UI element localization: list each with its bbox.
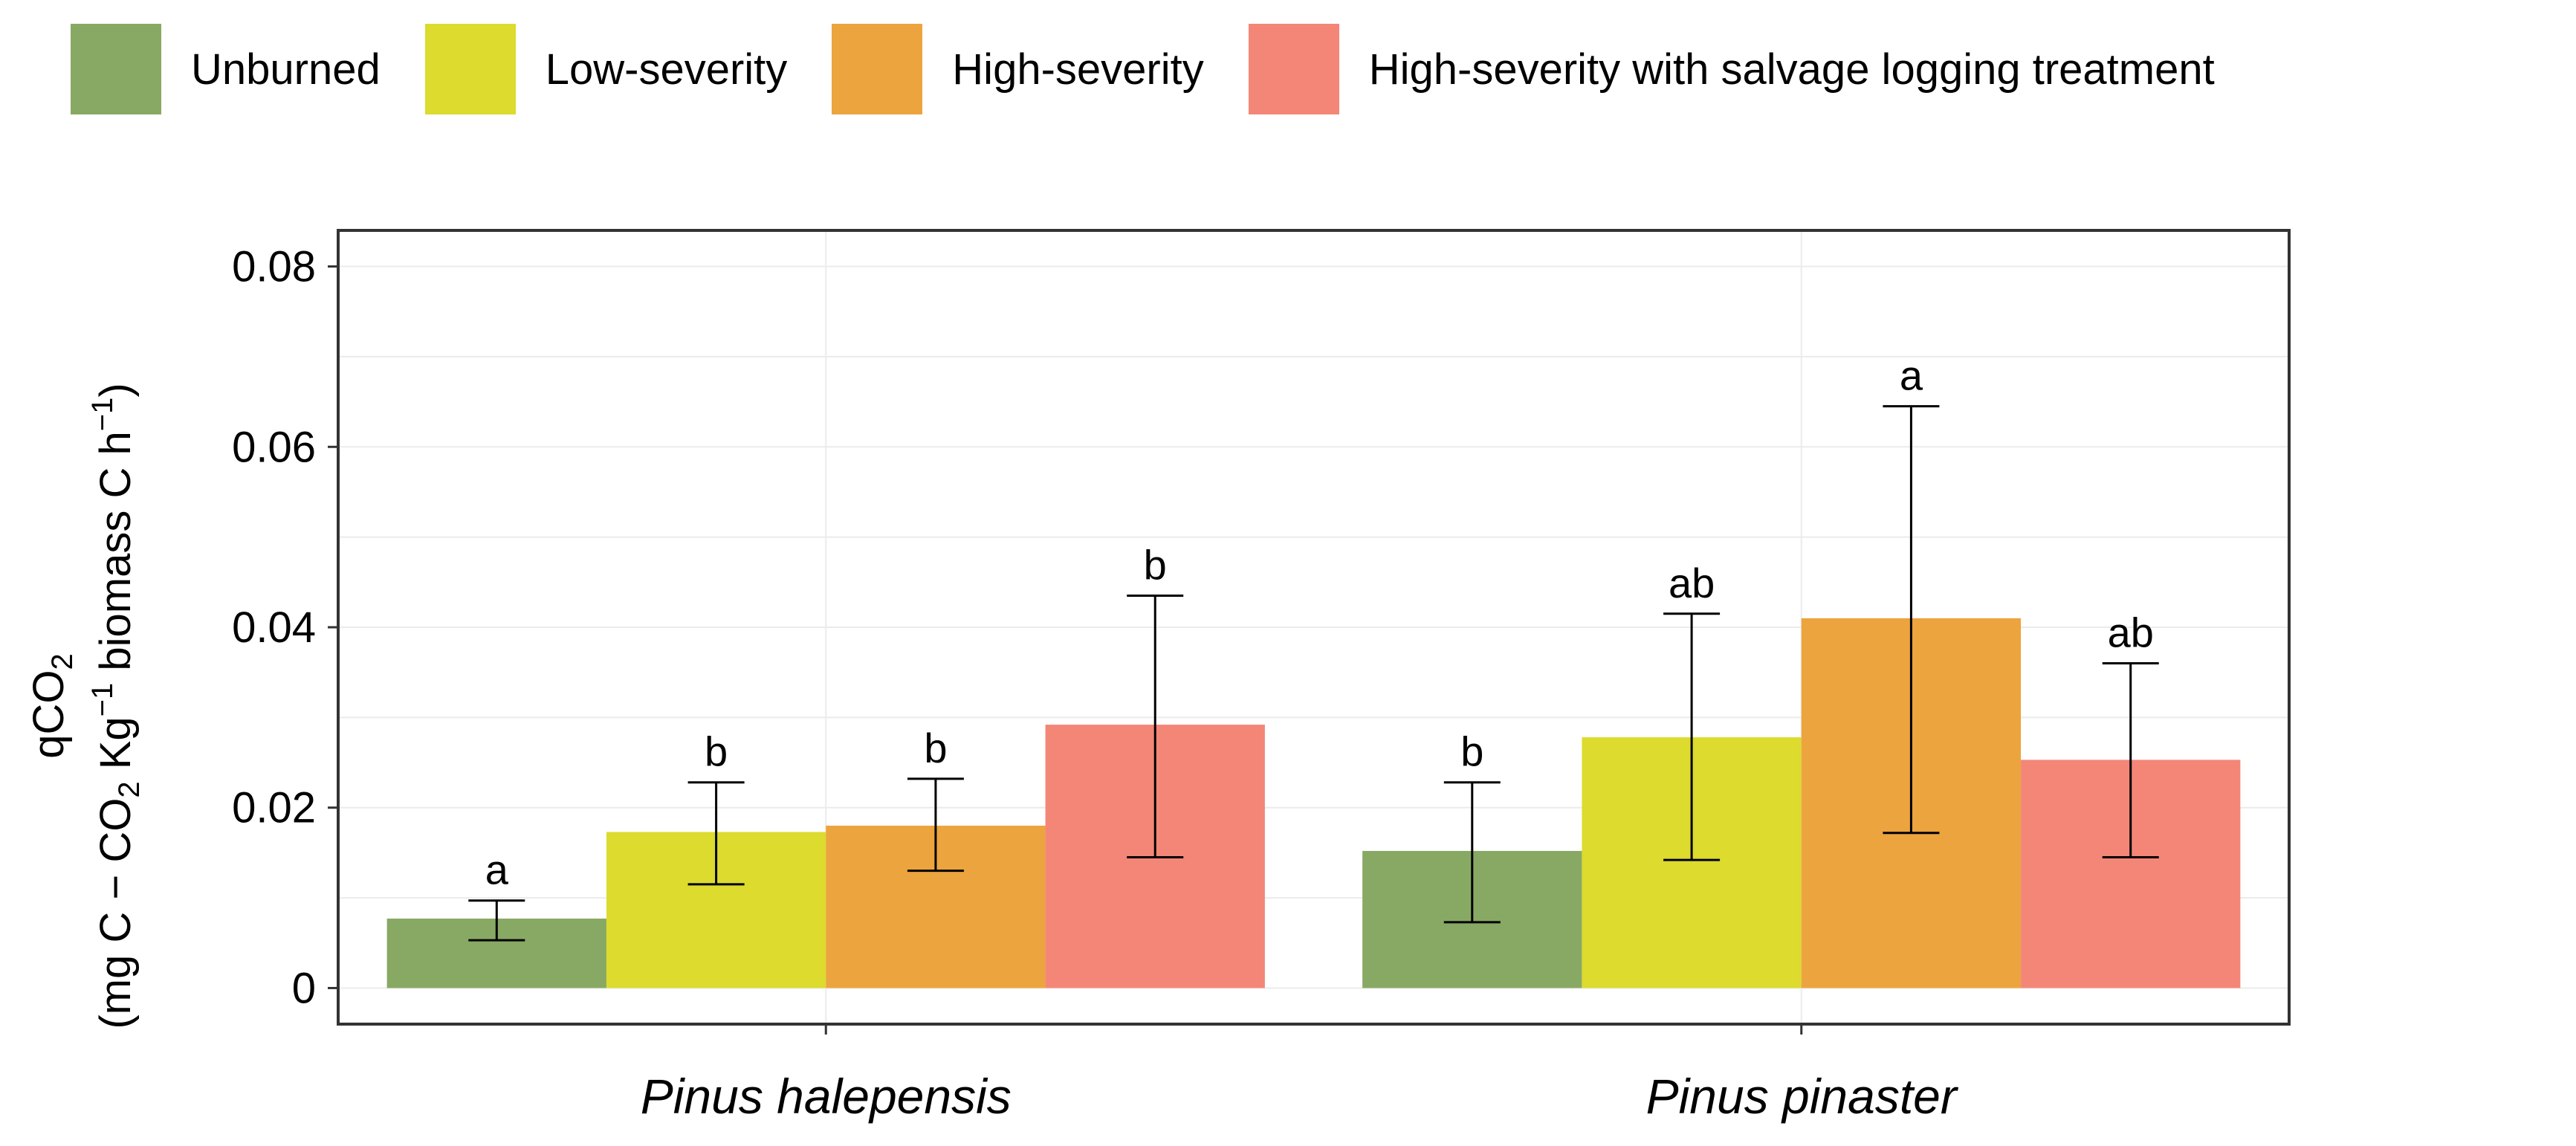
legend-swatch-salvage bbox=[1248, 24, 1339, 114]
letter-high-severity-pinus-pinaster: a bbox=[1900, 352, 1923, 399]
x-axis: Pinus halepensis Pinus pinaster bbox=[641, 1024, 1959, 1124]
error-bar-unburned-pinus-pinaster bbox=[1443, 781, 1501, 924]
error-bar-high-severity-with-salvage-logging-treatment-pinus-pinaster bbox=[2102, 662, 2159, 858]
y-axis-title-line1: qCO2 bbox=[25, 653, 79, 759]
legend-item-high-severity: High-severity bbox=[832, 24, 1204, 114]
legend-label-unburned: Unburned bbox=[191, 45, 381, 94]
bars bbox=[386, 618, 2241, 988]
legend-label-high-severity: High-severity bbox=[952, 45, 1204, 94]
legend-item-low-severity: Low-severity bbox=[424, 24, 788, 114]
y-tick-label: 0.02 bbox=[232, 784, 316, 832]
x-tick-label-pinus-halepensis: Pinus halepensis bbox=[641, 1069, 1012, 1124]
letter-low-severity-pinus-halepensis: b bbox=[705, 728, 728, 775]
error-bar-low-severity-pinus-pinaster bbox=[1663, 612, 1721, 861]
letter-high-severity-with-salvage-logging-treatment-pinus-halepensis: b bbox=[1144, 542, 1167, 589]
error-bar-low-severity-pinus-halepensis bbox=[687, 781, 745, 886]
letter-low-severity-pinus-pinaster: ab bbox=[1669, 560, 1715, 606]
legend-label-low-severity: Low-severity bbox=[545, 45, 788, 94]
x-tick-label-pinus-pinaster: Pinus pinaster bbox=[1646, 1069, 1959, 1124]
error-bar-unburned-pinus-halepensis bbox=[468, 899, 525, 942]
y-tick-label: 0 bbox=[292, 964, 316, 1012]
legend-swatch-high-severity bbox=[832, 24, 923, 114]
y-tick-label: 0.06 bbox=[232, 423, 316, 471]
y-axis: 0 0.02 0.04 0.06 0.08 bbox=[232, 243, 338, 1012]
letter-unburned-pinus-pinaster: b bbox=[1460, 728, 1483, 775]
legend-swatch-unburned bbox=[71, 24, 161, 114]
y-axis-title-line2: (mg C − CO2 Kg−1 biomass C h−1) bbox=[86, 383, 146, 1029]
legend-swatch-low-severity bbox=[424, 24, 516, 114]
error-bar-high-severity-with-salvage-logging-treatment-pinus-halepensis bbox=[1127, 595, 1184, 858]
error-bars bbox=[468, 405, 2159, 942]
letter-high-severity-with-salvage-logging-treatment-pinus-pinaster: ab bbox=[2108, 609, 2154, 656]
y-tick-label: 0.08 bbox=[232, 243, 316, 291]
error-bar-high-severity-pinus-halepensis bbox=[907, 777, 964, 873]
legend: Unburned Low-severity High-severity High… bbox=[71, 21, 2259, 117]
legend-label-salvage: High-severity with salvage logging treat… bbox=[1368, 45, 2215, 94]
letter-high-severity-pinus-halepensis: b bbox=[924, 725, 947, 771]
legend-item-unburned: Unburned bbox=[71, 24, 381, 114]
letter-unburned-pinus-halepensis: a bbox=[485, 846, 509, 893]
legend-item-salvage: High-severity with salvage logging treat… bbox=[1248, 24, 2215, 114]
error-bar-high-severity-pinus-pinaster bbox=[1883, 405, 1940, 835]
y-tick-label: 0.04 bbox=[232, 603, 316, 652]
